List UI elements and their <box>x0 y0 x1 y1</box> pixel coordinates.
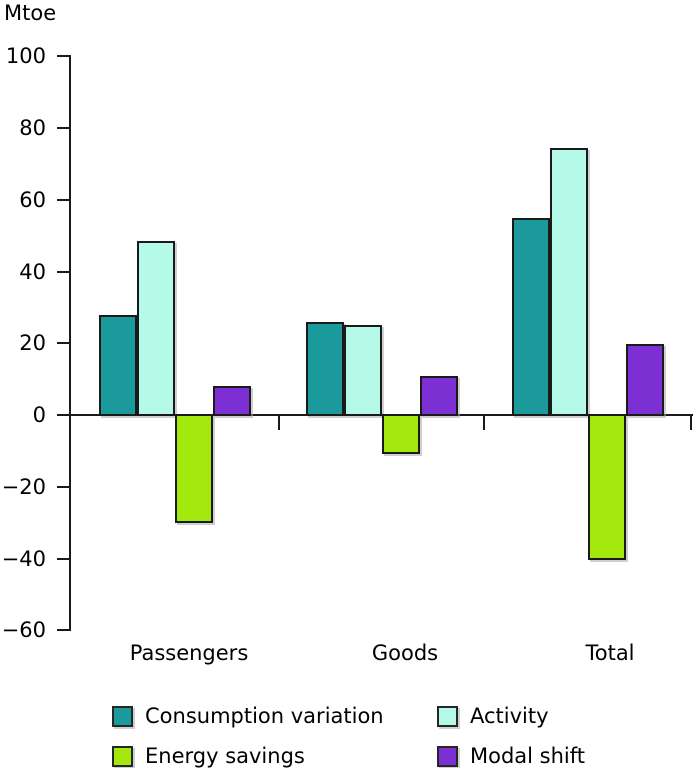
y-axis-tick <box>57 629 69 632</box>
y-axis-tick <box>57 198 69 201</box>
y-axis-tick-label: 80 <box>19 116 46 140</box>
category-label-total: Total <box>585 641 635 665</box>
y-axis-tick <box>57 127 69 129</box>
y-axis-tick-label: −60 <box>1 618 46 643</box>
bar-passengers-energy-savings <box>175 414 213 523</box>
legend-swatch-modal-shift <box>437 746 458 767</box>
y-axis-tick <box>57 485 69 488</box>
bar-total-consumption-variation <box>512 217 550 416</box>
y-axis-tick-label: −20 <box>1 474 46 499</box>
category-label-passengers: Passengers <box>129 641 249 665</box>
y-axis-tick-label: 100 <box>5 44 46 69</box>
legend-swatch-activity <box>437 706 458 727</box>
legend-label-consumption-variation: Consumption variation <box>145 704 384 728</box>
plot-area: 100 80 60 40 20 0 −20 −40 −60 Passengers Goods Tota… <box>1 44 693 665</box>
legend-label-energy-savings: Energy savings <box>145 744 305 768</box>
bar-passengers-activity <box>137 241 175 416</box>
legend-label-modal-shift: Modal shift <box>470 744 586 768</box>
y-axis-tick-label: 60 <box>19 187 46 212</box>
bar-goods-activity <box>344 325 382 416</box>
bar-goods-energy-savings <box>382 414 420 455</box>
y-axis-unit-label: Mtoe <box>4 1 57 25</box>
bar-total-activity <box>550 147 588 416</box>
bar-goods-modal-shift <box>420 375 458 416</box>
legend-swatch-energy-savings <box>112 746 133 767</box>
legend-swatch-consumption-variation <box>112 706 133 727</box>
y-axis-tick-label: 0 <box>32 403 46 427</box>
legend-label-activity: Activity <box>470 704 549 728</box>
bar-goods-consumption-variation <box>306 321 344 416</box>
y-axis-tick <box>57 557 69 560</box>
x-axis-separator-tick <box>483 416 485 430</box>
bar-passengers-consumption-variation <box>99 314 137 416</box>
category-label-goods: Goods <box>371 641 439 665</box>
y-axis-tick-label: −40 <box>1 546 46 571</box>
x-axis-separator-tick <box>278 416 280 430</box>
x-axis-separator-tick <box>690 416 692 430</box>
bar-total-energy-savings <box>588 414 626 561</box>
y-axis-tick-label: 20 <box>19 331 46 356</box>
bar-passengers-modal-shift <box>213 386 251 416</box>
y-axis-tick <box>57 342 69 345</box>
y-axis-line <box>69 55 71 632</box>
y-axis-tick-label: 40 <box>19 259 46 284</box>
y-axis-tick <box>57 55 69 58</box>
chart-legend: Consumption variation Activity Energy savi… <box>0 690 694 768</box>
y-axis-tick <box>57 270 69 273</box>
bar-total-modal-shift <box>626 344 664 416</box>
y-axis-tick <box>57 414 69 416</box>
